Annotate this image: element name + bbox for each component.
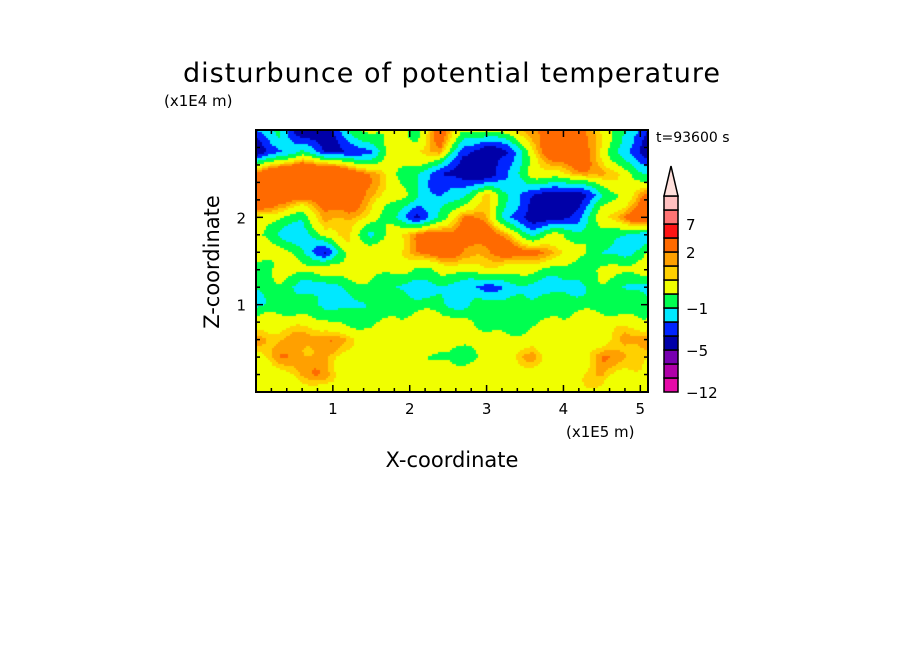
colorbar-segment (663, 349, 679, 365)
colorbar-segment (663, 265, 679, 281)
colorbar-label: −5 (686, 342, 708, 360)
colorbar-segment (663, 377, 679, 393)
plot-frame (255, 129, 649, 393)
colorbar-segment (663, 307, 679, 323)
colorbar-segment (663, 195, 679, 211)
colorbar-label: −12 (686, 384, 718, 402)
x-tick-label: 5 (636, 400, 646, 418)
chart-title: disturbunce of potential temperature (183, 58, 721, 89)
x-tick-label: 1 (328, 400, 338, 418)
colorbar-label: 2 (686, 244, 696, 262)
colorbar-segment (663, 321, 679, 337)
colorbar-segment (663, 251, 679, 267)
colorbar-label: 7 (686, 216, 696, 234)
colorbar-segment (663, 335, 679, 351)
x-tick-label: 3 (482, 400, 492, 418)
x-axis-label: X-coordinate (385, 448, 519, 472)
x-tick-label: 2 (405, 400, 415, 418)
contour-field (256, 130, 648, 392)
y-tick-label: 2 (236, 209, 246, 227)
time-label: t=93600 s (656, 130, 730, 146)
colorbar-extend-triangle (663, 165, 679, 197)
x-tick-label: 4 (559, 400, 569, 418)
colorbar-segment (663, 363, 679, 379)
colorbar-segment (663, 237, 679, 253)
y-unit-label: (x1E4 m) (164, 92, 233, 110)
colorbar-segment (663, 279, 679, 295)
colorbar-segment (663, 293, 679, 309)
colorbar-label: −1 (686, 300, 708, 318)
colorbar-segment (663, 223, 679, 239)
x-unit-label: (x1E5 m) (566, 423, 635, 441)
colorbar-segment (663, 209, 679, 225)
y-tick-label: 1 (236, 297, 246, 315)
